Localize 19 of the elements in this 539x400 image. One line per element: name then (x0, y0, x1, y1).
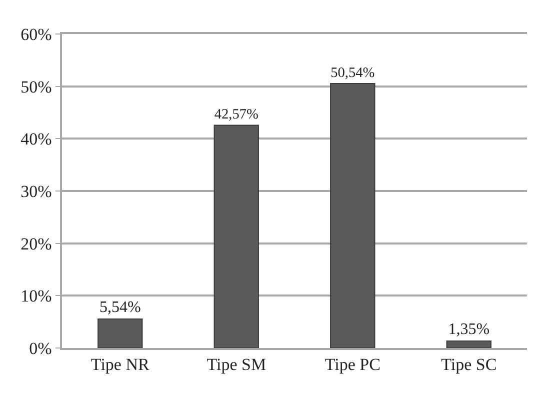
bar (446, 340, 492, 348)
y-tick-label: 50% (20, 77, 52, 96)
y-tick-label: 20% (20, 234, 52, 254)
bar (330, 83, 376, 348)
x-tick-label: Tipe SC (441, 355, 497, 374)
y-tick-label: 0% (29, 338, 52, 358)
y-tick-label: 60% (20, 24, 52, 44)
data-label: 42,57% (214, 106, 259, 123)
data-label: 5,54% (99, 299, 141, 316)
data-label: 50,54% (330, 64, 375, 81)
y-tick-label: 40% (20, 130, 52, 149)
bar (214, 124, 259, 348)
x-tick-label: Tipe NR (90, 355, 150, 374)
bar (98, 318, 143, 348)
y-tick-label: 30% (20, 182, 52, 201)
y-tick-label: 10% (20, 286, 52, 306)
x-tick-label: Tipe PC (324, 355, 380, 374)
data-label: 1,35% (448, 320, 490, 338)
x-tick-label: Tipe SM (206, 355, 266, 374)
